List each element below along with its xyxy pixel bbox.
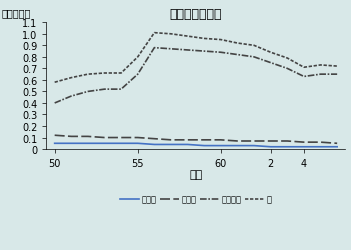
盲学校: [102, 142, 107, 145]
肋学校: [119, 136, 123, 140]
計: [185, 36, 190, 38]
盲学校: [335, 146, 339, 149]
盲学校: [235, 144, 239, 148]
肋学校: [86, 135, 90, 138]
養護学校: [185, 49, 190, 52]
Line: 肋学校: 肋学校: [55, 136, 337, 144]
肋学校: [235, 140, 239, 143]
盲学校: [252, 144, 256, 148]
計: [285, 57, 289, 60]
計: [53, 82, 57, 84]
Line: 養護学校: 養護学校: [55, 48, 337, 104]
養護学校: [252, 56, 256, 59]
養護学校: [53, 102, 57, 105]
計: [152, 32, 157, 35]
Line: 計: 計: [55, 34, 337, 83]
盲学校: [219, 144, 223, 148]
盲学校: [285, 146, 289, 149]
盲学校: [69, 142, 73, 145]
養護学校: [135, 73, 140, 76]
肋学校: [219, 139, 223, 142]
計: [169, 33, 173, 36]
計: [119, 72, 123, 75]
Legend: 盲学校, 肋学校, 養護学校, 計: 盲学校, 肋学校, 養護学校, 計: [117, 192, 274, 207]
盲学校: [202, 144, 206, 148]
肋学校: [269, 140, 273, 143]
計: [202, 38, 206, 41]
計: [235, 42, 239, 45]
養護学校: [302, 76, 306, 79]
肋学校: [169, 139, 173, 142]
盲学校: [318, 146, 323, 149]
計: [269, 52, 273, 54]
肋学校: [53, 134, 57, 137]
肋学校: [135, 136, 140, 140]
Title: 特殊教育諸学校: 特殊教育諸学校: [170, 8, 222, 21]
Text: 単位・千人: 単位・千人: [1, 8, 31, 18]
養護学校: [285, 68, 289, 70]
肋学校: [252, 140, 256, 143]
肋学校: [318, 141, 323, 144]
肋学校: [152, 138, 157, 141]
肋学校: [202, 139, 206, 142]
肋学校: [335, 142, 339, 145]
計: [219, 39, 223, 42]
盲学校: [119, 142, 123, 145]
盲学校: [302, 146, 306, 149]
肋学校: [69, 135, 73, 138]
盲学校: [185, 143, 190, 146]
計: [252, 45, 256, 48]
養護学校: [102, 88, 107, 91]
計: [102, 72, 107, 75]
盲学校: [269, 146, 273, 149]
養護学校: [235, 54, 239, 57]
Line: 盲学校: 盲学校: [55, 144, 337, 147]
養護学校: [119, 88, 123, 91]
養護学校: [219, 52, 223, 54]
計: [135, 56, 140, 59]
X-axis label: 年度: 年度: [189, 170, 203, 180]
養護学校: [86, 90, 90, 94]
養護学校: [152, 47, 157, 50]
計: [302, 66, 306, 70]
計: [335, 65, 339, 68]
肋学校: [302, 141, 306, 144]
盲学校: [135, 142, 140, 145]
養護学校: [335, 73, 339, 76]
肋学校: [102, 136, 107, 140]
盲学校: [169, 143, 173, 146]
養護学校: [318, 73, 323, 76]
肋学校: [285, 140, 289, 143]
養護学校: [269, 62, 273, 65]
計: [86, 73, 90, 76]
盲学校: [53, 142, 57, 145]
養護学校: [202, 50, 206, 53]
計: [69, 77, 73, 80]
養護学校: [169, 48, 173, 51]
養護学校: [69, 95, 73, 98]
計: [318, 64, 323, 67]
肋学校: [185, 139, 190, 142]
盲学校: [152, 143, 157, 146]
盲学校: [86, 142, 90, 145]
